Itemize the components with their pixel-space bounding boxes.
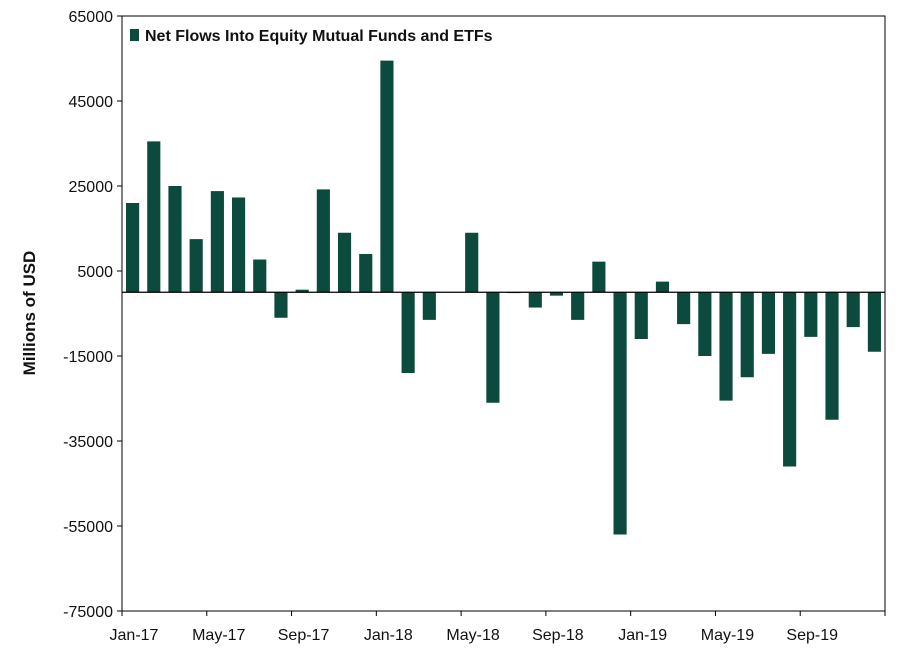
bar-mar-17 bbox=[168, 186, 182, 293]
bar-jan-18 bbox=[380, 60, 394, 293]
bar-jun-17 bbox=[231, 197, 246, 293]
bar-aug-18 bbox=[528, 292, 542, 308]
bar-jul-17 bbox=[253, 259, 267, 293]
x-tick-label: Sep-17 bbox=[278, 627, 330, 644]
y-axis: 65000 45000 25000 5000 -15000 -35000 -55000 -75… bbox=[63, 9, 122, 621]
x-tick-label: May-18 bbox=[446, 627, 499, 644]
bar-sep-18 bbox=[549, 292, 564, 296]
bar-mar-19 bbox=[677, 292, 691, 325]
bar-jun-19 bbox=[740, 292, 754, 378]
x-tick-label: Sep-18 bbox=[532, 627, 584, 644]
x-tick-label: Jan-17 bbox=[110, 627, 159, 644]
y-axis-title: Millions of USD bbox=[20, 251, 39, 376]
x-tick-label: Jan-18 bbox=[364, 627, 413, 644]
y-tick-label: -35000 bbox=[63, 434, 113, 451]
legend: Net Flows Into Equity Mutual Funds and E… bbox=[130, 28, 493, 45]
bar-sep-17 bbox=[295, 289, 309, 293]
x-tick-label: May-17 bbox=[192, 627, 245, 644]
bar-may-19 bbox=[719, 292, 733, 401]
bar-nov-17 bbox=[337, 232, 352, 293]
bars-group bbox=[126, 60, 881, 535]
bar-dec-19 bbox=[867, 292, 881, 352]
bar-aug-17 bbox=[274, 292, 288, 318]
bar-jul-19 bbox=[761, 292, 776, 354]
legend-swatch bbox=[130, 29, 139, 41]
y-tick-label: -75000 bbox=[63, 604, 113, 621]
bar-nov-19 bbox=[846, 292, 860, 328]
y-tick-label: 45000 bbox=[69, 94, 114, 111]
bar-oct-17 bbox=[316, 189, 330, 293]
x-tick-label: Jan-19 bbox=[618, 627, 667, 644]
y-tick-label: -55000 bbox=[63, 519, 113, 536]
bar-sep-19 bbox=[804, 292, 818, 337]
bar-apr-17 bbox=[189, 239, 203, 293]
bar-dec-17 bbox=[359, 254, 373, 293]
bar-jan-19 bbox=[634, 292, 648, 339]
y-tick-label: -15000 bbox=[63, 349, 113, 366]
bar-mar-18 bbox=[422, 292, 436, 320]
plot-area-frame bbox=[121, 15, 886, 612]
bar-oct-18 bbox=[571, 292, 585, 320]
bar-may-17 bbox=[210, 191, 224, 293]
bar-aug-19 bbox=[783, 292, 797, 467]
y-tick-label: 5000 bbox=[77, 264, 113, 281]
bar-may-18 bbox=[465, 232, 479, 293]
y-tick-label: 65000 bbox=[69, 9, 114, 26]
bar-feb-18 bbox=[401, 292, 415, 373]
x-tick-label: Sep-19 bbox=[786, 627, 838, 644]
legend-label: Net Flows Into Equity Mutual Funds and E… bbox=[145, 28, 493, 45]
bar-feb-19 bbox=[655, 281, 670, 293]
bar-dec-18 bbox=[613, 292, 627, 535]
bar-nov-18 bbox=[592, 261, 606, 293]
bar-jan-17 bbox=[126, 203, 140, 293]
bar-feb-17 bbox=[147, 141, 161, 293]
bar-oct-19 bbox=[825, 292, 839, 420]
x-tick-label: May-19 bbox=[701, 627, 754, 644]
x-axis: Jan-17 May-17 Sep-17 Jan-18 May-18 Sep-18 Jan-… bbox=[110, 611, 886, 644]
bar-jun-18 bbox=[486, 292, 500, 403]
bar-apr-19 bbox=[698, 292, 712, 356]
y-tick-label: 25000 bbox=[69, 179, 114, 196]
